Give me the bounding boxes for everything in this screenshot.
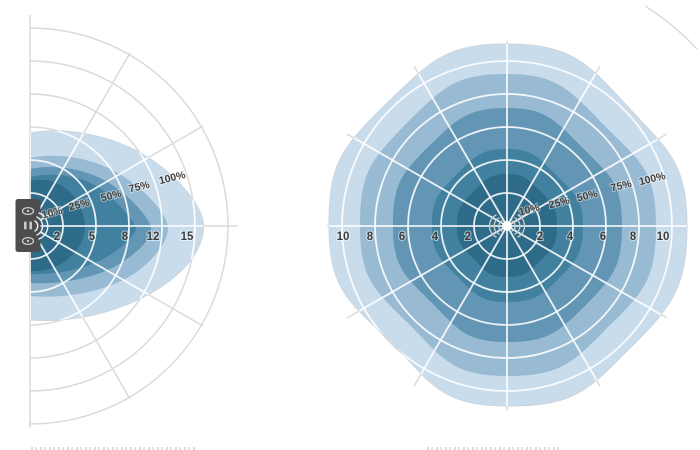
device-port [29, 221, 32, 230]
radio-waves-icon [488, 214, 526, 238]
percent-label: 10% [41, 205, 65, 222]
axis-tick-label: 8 [122, 231, 129, 243]
device-led [26, 209, 30, 213]
axis-tick-label: 12 [147, 231, 160, 243]
axis-tick-label: 2 [54, 231, 60, 243]
axis-tick-label: 15 [181, 231, 194, 243]
radio-waves-icon [34, 212, 49, 240]
left-percent-labels: 10% 25% 50% 75% 100% [40, 168, 189, 223]
axis-tick-label: 2 [465, 231, 471, 243]
device-led [26, 239, 30, 243]
right-caption-cutoff [427, 447, 560, 450]
axis-tick-label: 10 [657, 231, 670, 243]
axis-tick-label: 6 [399, 231, 405, 243]
axis-tick-label: 6 [600, 231, 606, 243]
axis-tick-label: 8 [630, 231, 637, 243]
axis-tick-label: 5 [89, 231, 96, 243]
outer-ring-arc [644, 5, 698, 50]
right-axis-labels: 10 8 6 4 2 2 4 6 8 10 [336, 230, 671, 244]
axis-tick-label: 2 [537, 231, 543, 243]
left-axis-labels: 2 5 8 12 15 [53, 230, 195, 244]
axis-tick-label: 10 [337, 231, 350, 243]
center-marker [502, 221, 512, 231]
right-chart: 10% 25% 50% 75% 100% 10 8 6 4 2 2 4 6 8 … [327, 5, 698, 411]
device-body [15, 199, 41, 252]
access-point-device-icon [15, 199, 41, 252]
device-antenna-top [21, 206, 35, 216]
axis-tick-label: 4 [567, 231, 574, 243]
left-chart: 10% 25% 50% 75% 100% 2 5 8 12 15 [15, 15, 238, 428]
device-port [24, 221, 27, 230]
axis-tick-label: 4 [432, 231, 439, 243]
device-antenna-bottom [21, 236, 35, 246]
axis-tick-label: 8 [367, 231, 374, 243]
left-caption-cutoff [31, 447, 195, 450]
